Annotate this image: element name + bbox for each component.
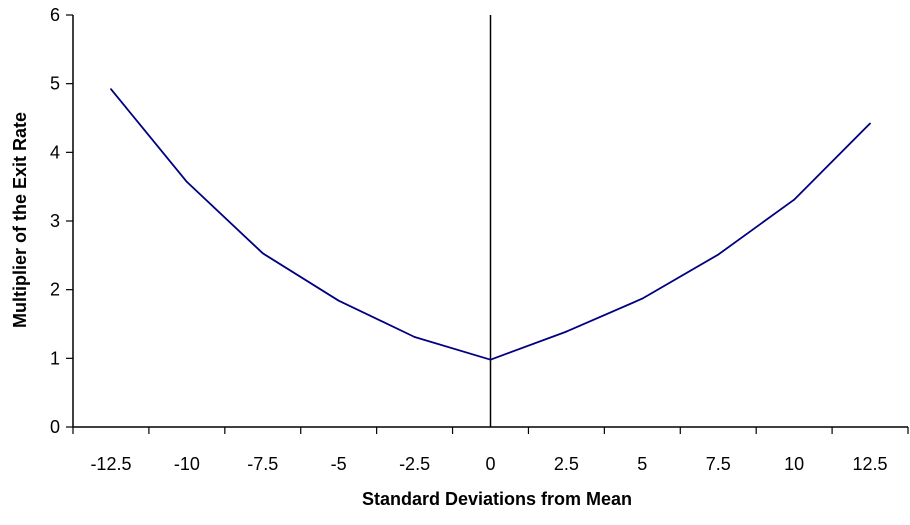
y-axis-title: Multiplier of the Exit Rate bbox=[10, 112, 30, 328]
plot-area: 0 1 2 3 4 5 6 -12.5 -10 -7.5 -5 -2.5 0 2.5 5 7.5 10 12.5 bbox=[50, 5, 909, 474]
x-tick-label: 0 bbox=[485, 454, 495, 474]
y-tick-label: 2 bbox=[50, 280, 60, 300]
x-tick-label: -10 bbox=[174, 454, 200, 474]
x-tick-label: -5 bbox=[331, 454, 347, 474]
data-point bbox=[717, 253, 720, 256]
y-tick-label: 5 bbox=[50, 74, 60, 94]
x-tick-label: 7.5 bbox=[706, 454, 731, 474]
data-point bbox=[413, 336, 416, 338]
x-tick-label: -2.5 bbox=[399, 454, 430, 474]
data-point bbox=[565, 330, 568, 333]
y-tick-label: 0 bbox=[50, 417, 60, 437]
data-point bbox=[793, 198, 796, 201]
x-tick-label: 12.5 bbox=[853, 454, 888, 474]
y-tick-label: 1 bbox=[50, 348, 60, 368]
x-tick-label: -12.5 bbox=[90, 454, 131, 474]
data-point bbox=[110, 88, 112, 91]
y-tick-label: 4 bbox=[50, 142, 60, 162]
x-tick-label: 5 bbox=[637, 454, 647, 474]
data-point bbox=[185, 180, 188, 183]
x-tick-label: 2.5 bbox=[554, 454, 579, 474]
data-point bbox=[261, 252, 264, 255]
data-point bbox=[489, 358, 492, 361]
data-point bbox=[641, 297, 644, 300]
x-tick-label: -7.5 bbox=[247, 454, 278, 474]
y-tick-label: 6 bbox=[50, 5, 60, 25]
data-point bbox=[869, 122, 871, 125]
x-axis-title: Standard Deviations from Mean bbox=[362, 489, 632, 509]
x-tick-label: 10 bbox=[784, 454, 804, 474]
y-tick-label: 3 bbox=[50, 211, 60, 231]
data-point bbox=[337, 299, 340, 302]
